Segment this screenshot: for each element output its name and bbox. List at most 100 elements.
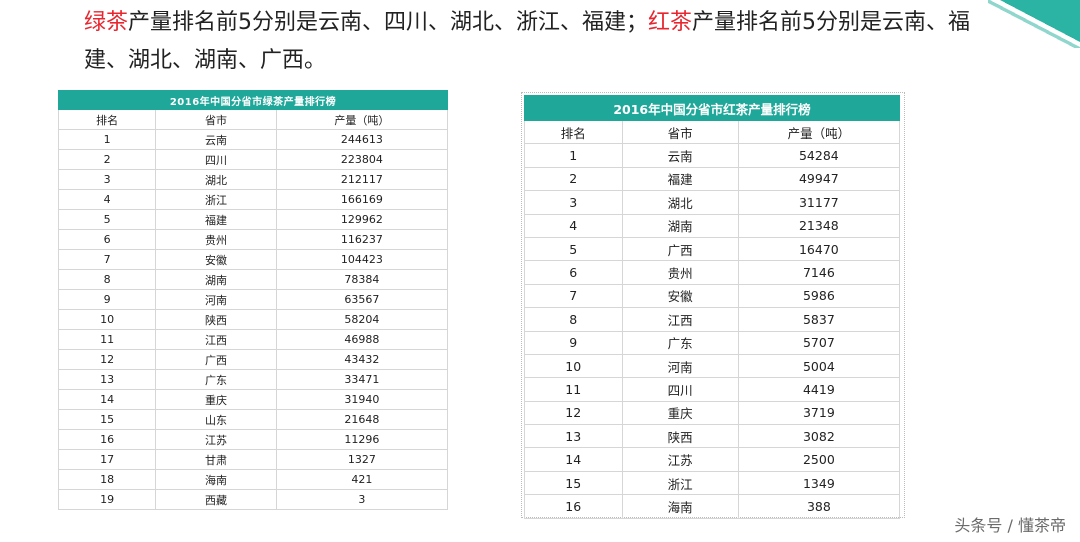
black-table-row: 11 四川 4419	[524, 377, 901, 402]
green-province-cell: 福建	[155, 209, 277, 230]
black-table-row: 1 云南 54284	[524, 143, 901, 168]
green-rank-cell: 12	[57, 349, 157, 370]
black-province-cell: 安徽	[621, 283, 739, 309]
black-output-cell: 2500	[737, 447, 901, 472]
black-rank-cell: 6	[524, 260, 623, 285]
green-province-cell: 重庆	[155, 389, 277, 410]
black-output-cell: 5837	[737, 307, 901, 332]
black-province-cell: 河南	[621, 353, 739, 379]
black-rank-cell: 2	[524, 166, 623, 192]
black-output-cell: 4419	[737, 377, 901, 402]
black-table-row: 7 安徽 5986	[524, 283, 901, 309]
green-rank-cell: 8	[57, 269, 157, 290]
black-output-cell: 5707	[737, 330, 901, 355]
green-province-cell: 云南	[155, 129, 277, 150]
green-province-cell: 陕西	[155, 309, 277, 330]
green-table-row: 14 重庆 31940	[57, 389, 449, 410]
green-table-row: 5 福建 129962	[57, 209, 449, 230]
green-table-row: 17 甘肃 1327	[57, 449, 449, 470]
black-table-row: 3 湖北 31177	[524, 190, 901, 215]
black-rank-cell: 10	[524, 353, 623, 379]
headline-black-text: 产量排名前5分别是云南、福建、湖北、湖南、广西。	[84, 10, 971, 73]
green-rank-cell: 2	[57, 149, 157, 170]
black-province-cell: 广西	[621, 236, 739, 262]
green-output-cell: 58204	[275, 309, 449, 330]
black-province-cell: 贵州	[621, 260, 739, 285]
green-province-cell: 广西	[155, 349, 277, 370]
green-table-row: 9 河南 63567	[57, 289, 449, 310]
green-table-row: 11 江西 46988	[57, 329, 449, 350]
green-tea-table: 2016年中国分省市绿茶产量排行榜 排名 省市 产量（吨） 1 云南 244613 2…	[57, 90, 449, 510]
green-output-cell: 11296	[275, 429, 449, 450]
black-output-cell: 21348	[737, 213, 901, 238]
green-table-row: 7 安徽 104423	[57, 249, 449, 270]
green-table-row: 8 湖南 78384	[57, 269, 449, 290]
green-output-cell: 104423	[275, 249, 449, 270]
black-province-cell: 福建	[621, 166, 739, 192]
green-province-cell: 海南	[155, 469, 277, 490]
black-rank-cell: 16	[524, 494, 623, 519]
black-table-row: 5 广西 16470	[524, 236, 901, 262]
green-output-cell: 31940	[275, 389, 449, 410]
green-output-cell: 43432	[275, 349, 449, 370]
green-rank-cell: 14	[57, 389, 157, 410]
black-table-row: 8 江西 5837	[524, 307, 901, 332]
black-table-row: 10 河南 5004	[524, 353, 901, 379]
green-table-title: 2016年中国分省市绿茶产量排行榜	[58, 90, 448, 110]
black-province-cell: 浙江	[621, 470, 739, 496]
green-header-province: 省市	[155, 109, 277, 130]
black-table-row: 9 广东 5707	[524, 330, 901, 355]
corner-decoration-edge	[988, 0, 1080, 48]
green-rank-cell: 3	[57, 169, 157, 190]
green-rank-cell: 5	[57, 209, 157, 230]
black-table-row: 15 浙江 1349	[524, 470, 901, 496]
green-header-rank: 排名	[57, 109, 157, 130]
green-province-cell: 湖南	[155, 269, 277, 290]
black-header-province: 省市	[621, 119, 739, 145]
green-rank-cell: 19	[57, 489, 157, 510]
green-output-cell: 116237	[275, 229, 449, 250]
green-table-row: 10 陕西 58204	[57, 309, 449, 330]
green-table-row: 4 浙江 166169	[57, 189, 449, 210]
green-rank-cell: 6	[57, 229, 157, 250]
green-table-row: 6 贵州 116237	[57, 229, 449, 250]
green-rank-cell: 11	[57, 329, 157, 350]
black-output-cell: 3082	[737, 424, 901, 449]
black-output-cell: 49947	[737, 166, 901, 192]
green-rank-cell: 15	[57, 409, 157, 430]
black-rank-cell: 3	[524, 190, 623, 215]
black-province-cell: 江苏	[621, 447, 739, 472]
green-province-cell: 山东	[155, 409, 277, 430]
black-output-cell: 388	[737, 494, 901, 519]
black-rank-cell: 12	[524, 400, 623, 426]
green-table-row: 1 云南 244613	[57, 129, 449, 150]
green-table-row: 13 广东 33471	[57, 369, 449, 390]
green-table-row: 12 广西 43432	[57, 349, 449, 370]
black-rank-cell: 14	[524, 447, 623, 472]
green-table-row: 18 海南 421	[57, 469, 449, 490]
green-output-cell: 212117	[275, 169, 449, 190]
black-output-cell: 5986	[737, 283, 901, 309]
black-output-cell: 7146	[737, 260, 901, 285]
green-table-row: 15 山东 21648	[57, 409, 449, 430]
green-output-cell: 129962	[275, 209, 449, 230]
green-output-cell: 223804	[275, 149, 449, 170]
black-output-cell: 31177	[737, 190, 901, 215]
black-table-row: 13 陕西 3082	[524, 424, 901, 449]
black-province-cell: 广东	[621, 330, 739, 355]
green-rank-cell: 1	[57, 129, 157, 150]
black-rank-cell: 8	[524, 307, 623, 332]
green-rank-cell: 13	[57, 369, 157, 390]
black-rank-cell: 9	[524, 330, 623, 355]
black-output-cell: 54284	[737, 143, 901, 168]
black-table-row: 16 海南 388	[524, 494, 901, 519]
black-header-rank: 排名	[524, 119, 623, 145]
black-province-cell: 湖南	[621, 213, 739, 238]
green-province-cell: 安徽	[155, 249, 277, 270]
black-rank-cell: 5	[524, 236, 623, 262]
green-output-cell: 421	[275, 469, 449, 490]
black-output-cell: 3719	[737, 400, 901, 426]
headline-green-text: 产量排名前5分别是云南、四川、湖北、浙江、福建；	[128, 10, 649, 35]
green-province-cell: 广东	[155, 369, 277, 390]
black-tea-table: 2016年中国分省市红茶产量排行榜 排名 省市 产量（吨） 1 云南 54284 2 福…	[524, 95, 901, 519]
